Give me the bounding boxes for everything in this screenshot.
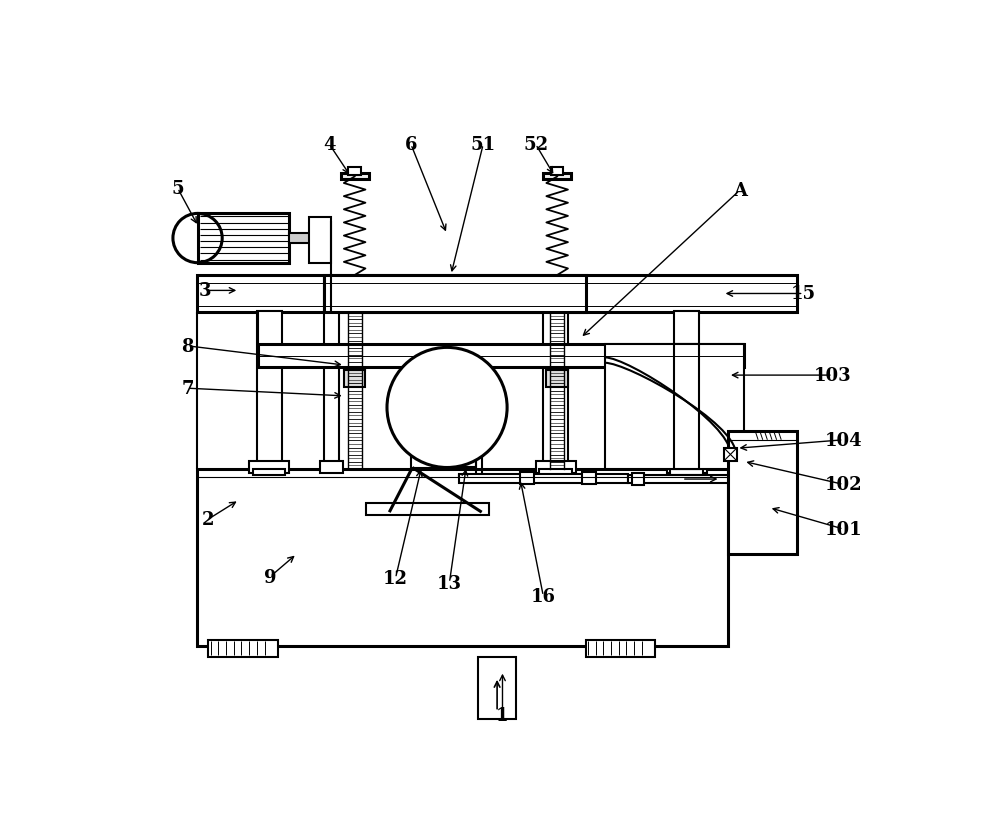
- Bar: [546, 354, 568, 371]
- Bar: [320, 461, 343, 473]
- Bar: [366, 503, 489, 516]
- Text: 101: 101: [825, 521, 862, 538]
- Bar: [666, 461, 707, 473]
- Text: 51: 51: [471, 136, 496, 154]
- Text: 103: 103: [814, 367, 852, 385]
- Text: 4: 4: [323, 136, 335, 154]
- Bar: [198, 214, 289, 264]
- Text: 102: 102: [825, 476, 862, 494]
- Bar: [258, 345, 744, 368]
- Bar: [605, 345, 744, 470]
- Text: 15: 15: [791, 285, 816, 303]
- Bar: [253, 470, 285, 476]
- Bar: [415, 442, 431, 451]
- Bar: [324, 276, 586, 313]
- Bar: [208, 640, 278, 657]
- Bar: [411, 449, 436, 468]
- Bar: [324, 312, 339, 470]
- Text: 104: 104: [825, 431, 862, 449]
- Bar: [670, 470, 703, 476]
- Bar: [674, 312, 699, 470]
- Bar: [582, 472, 596, 485]
- Bar: [551, 168, 563, 176]
- Text: A: A: [733, 182, 747, 200]
- Bar: [543, 312, 568, 470]
- Bar: [422, 375, 472, 386]
- Bar: [546, 371, 568, 388]
- Bar: [289, 233, 311, 244]
- Bar: [586, 640, 655, 657]
- Bar: [628, 476, 728, 483]
- Bar: [449, 387, 459, 410]
- Bar: [249, 461, 289, 473]
- Text: 1: 1: [496, 706, 509, 725]
- Text: 12: 12: [383, 569, 408, 588]
- Bar: [459, 451, 476, 467]
- Text: 7: 7: [181, 380, 194, 398]
- Bar: [197, 470, 728, 646]
- Text: 52: 52: [523, 136, 548, 154]
- Bar: [309, 218, 331, 264]
- Bar: [632, 473, 644, 486]
- Circle shape: [387, 348, 507, 468]
- Bar: [478, 657, 516, 719]
- Text: 3: 3: [198, 282, 211, 300]
- Bar: [436, 387, 447, 410]
- Bar: [344, 354, 365, 371]
- Bar: [344, 371, 365, 388]
- Bar: [728, 431, 797, 554]
- Bar: [520, 472, 534, 485]
- Text: 6: 6: [405, 136, 417, 154]
- Bar: [459, 474, 628, 483]
- Text: 9: 9: [264, 568, 276, 586]
- Bar: [539, 470, 572, 476]
- Text: 16: 16: [531, 588, 556, 605]
- Bar: [348, 168, 361, 176]
- Bar: [536, 461, 576, 473]
- Bar: [341, 173, 369, 180]
- Bar: [424, 387, 435, 410]
- Bar: [197, 276, 797, 313]
- Bar: [257, 312, 282, 470]
- Bar: [674, 345, 699, 470]
- Text: 8: 8: [181, 338, 194, 355]
- Bar: [422, 365, 472, 375]
- Bar: [724, 449, 737, 461]
- Text: 5: 5: [171, 180, 184, 198]
- Bar: [543, 173, 571, 180]
- Text: 2: 2: [202, 511, 215, 528]
- Text: 13: 13: [437, 574, 462, 592]
